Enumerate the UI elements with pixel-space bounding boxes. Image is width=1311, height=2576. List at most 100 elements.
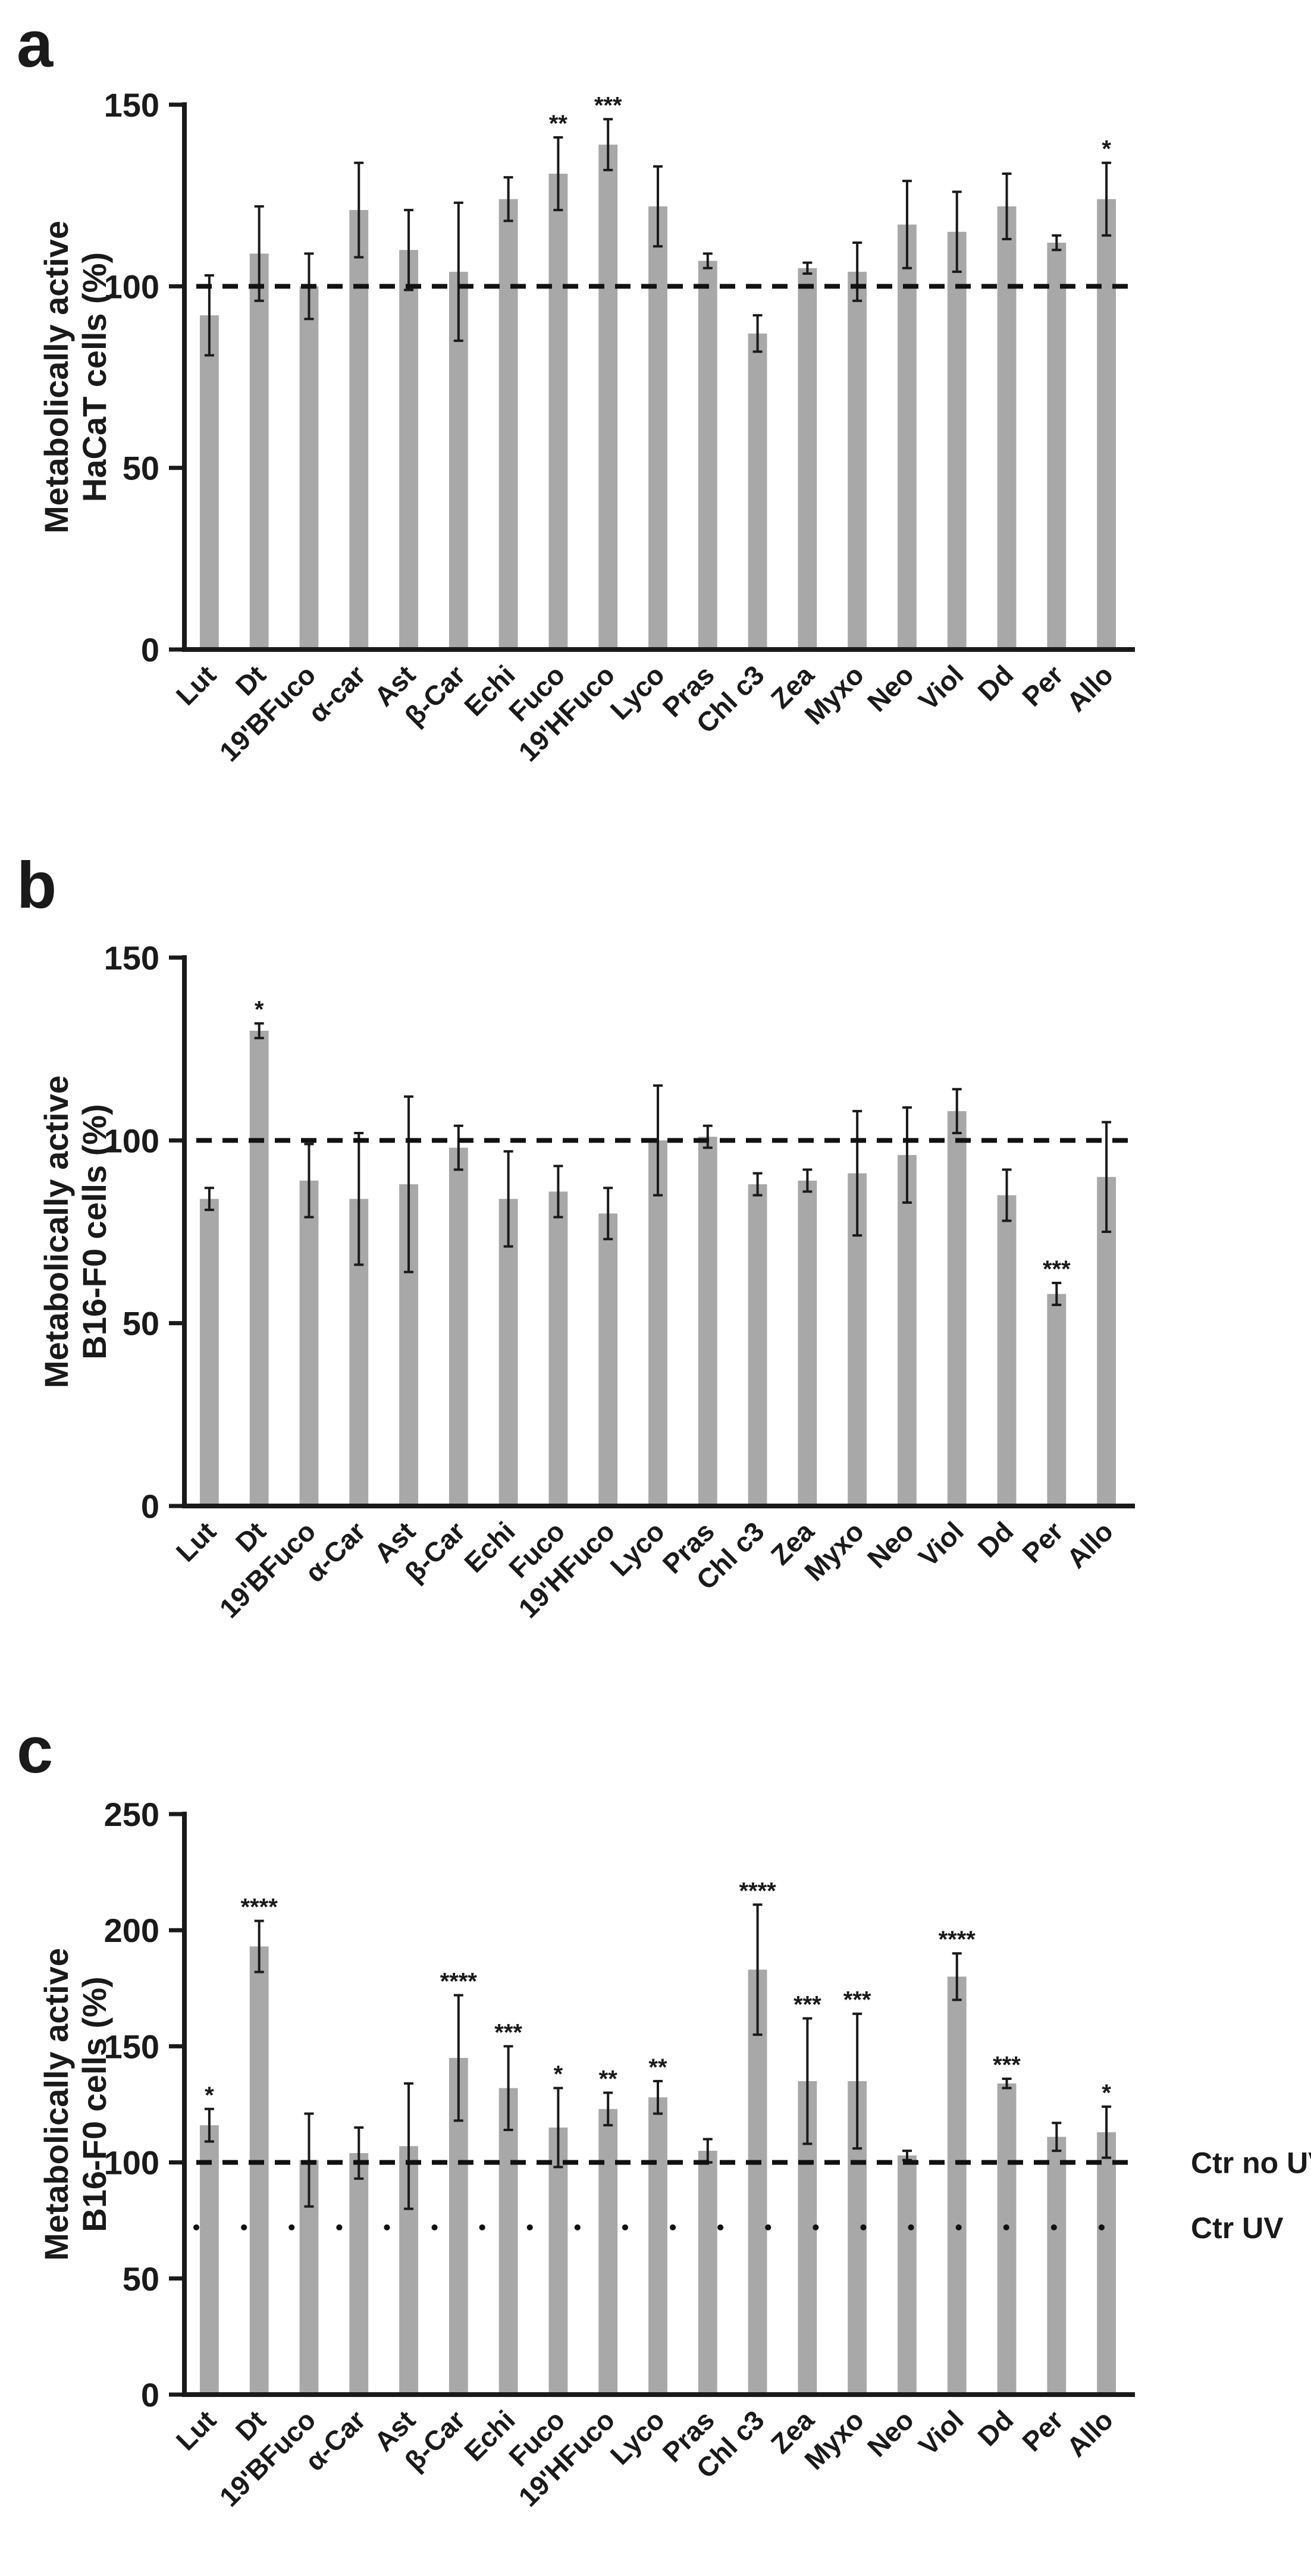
x-tick-label: Myxo [798,2404,870,2475]
bar [598,2109,618,2395]
bar [1047,243,1067,650]
significance-label: * [255,997,264,1023]
bar [748,333,767,650]
bar [249,1946,269,2395]
y-axis-title-line: B16-F0 cells (%) [76,1976,113,2232]
bar [648,206,667,650]
bar [498,2088,518,2395]
significance-label: *** [494,2019,522,2045]
y-tick-label: 50 [123,1305,159,1342]
x-tick-label: Per [1016,2404,1069,2457]
x-tick-label: Lyco [604,659,670,725]
bar [1097,199,1116,650]
bar [898,2155,917,2395]
y-tick-label: 0 [141,1488,159,1525]
y-tick-label: 100 [104,2144,159,2182]
bar [199,2125,219,2395]
bar [598,1213,618,1506]
y-tick-label: 150 [104,2028,159,2065]
x-tick-label: Myxo [798,1516,870,1587]
bar [448,1147,468,1506]
x-tick-label: Lut [170,2404,222,2456]
bar [997,2083,1017,2395]
significance-label: *** [594,92,622,118]
significance-label: *** [843,1987,871,2013]
y-tick-label: 150 [104,86,159,124]
significance-label: *** [1043,1256,1071,1282]
bar [1047,2136,1067,2395]
chart-panel-a: Metabolically active HaCaT cells (%) 0 50 10… [37,86,1136,767]
bar [648,1140,667,1506]
reference-line-label: Ctr no UV [1191,2147,1311,2180]
x-tick-label: Viol [912,1516,970,1573]
bar [498,199,518,650]
bar [848,271,867,650]
bar [349,210,369,650]
bar [997,1195,1017,1506]
x-tick-label: α-car [302,659,372,729]
y-tick-label: 50 [123,450,159,487]
y-tick-label: 250 [104,1796,159,1833]
bar [548,2128,568,2395]
bar [898,1154,917,1506]
bar [798,268,817,650]
significance-label: * [1102,136,1111,162]
bar [947,231,967,650]
x-tick-label: Per [1016,659,1069,712]
x-tick-label: Neo [861,659,920,717]
panel-letter-c: c [17,1714,53,1787]
y-axis-title-line: Metabolically active [37,221,75,534]
x-tick-label: Allo [1061,659,1119,717]
x-tick-label: Neo [861,2404,920,2462]
y-axis-title-line: HaCaT cells (%) [76,252,113,502]
y-axis-title-line: Metabolically active [37,1075,75,1388]
x-tick-label: Dd [971,1516,1019,1563]
y-tick-label: 100 [104,1122,159,1159]
x-tick-label: Lyco [604,1516,670,1582]
x-tick-label: Per [1016,1516,1069,1568]
x-tick-label: Dd [971,2404,1019,2452]
chart-panel-b: Metabolically active B16-F0 cells (%) 0 50 1… [37,939,1136,1624]
significance-label: **** [739,1878,776,1904]
bar [598,145,618,650]
bar [349,2153,369,2395]
x-tick-label: Lut [170,1516,222,1567]
x-tick-label: Allo [1061,1516,1119,1574]
significance-label: * [205,2082,214,2109]
significance-label: *** [794,1992,821,2018]
significance-label: * [554,2062,563,2088]
x-tick-label: Myxo [798,659,870,730]
significance-label: **** [440,1969,478,1995]
y-tick-label: 0 [141,631,159,669]
y-tick-label: 150 [104,939,159,977]
bar [748,1184,767,1506]
bar [947,1111,967,1506]
bar [898,224,917,650]
y-tick-label: 100 [104,268,159,305]
bar [498,1198,518,1506]
x-tick-label: Viol [912,659,970,716]
y-tick-label: 50 [123,2260,159,2298]
bar [249,1030,269,1506]
bar [947,1976,967,2395]
bar [299,286,319,650]
significance-label: **** [241,1894,278,1921]
y-tick-label: 0 [141,2376,159,2414]
significance-label: ** [549,111,568,137]
bar [548,174,568,650]
x-tick-label: 19'BFuco [214,659,322,767]
panel-letter-a: a [17,8,54,81]
y-axis-title-line: B16-F0 cells (%) [76,1104,113,1360]
reference-line-label: Ctr UV [1191,2211,1284,2245]
x-tick-label: Dd [971,659,1019,707]
y-axis-title-line: Metabolically active [37,1948,75,2261]
x-tick-label: Neo [861,1516,920,1574]
bar [748,1969,767,2395]
panel-letter-b: b [17,849,57,922]
significance-label: ** [648,2054,667,2081]
bar [199,315,219,650]
x-tick-label: Allo [1061,2404,1119,2462]
bar [698,261,717,650]
bar [199,1198,219,1506]
